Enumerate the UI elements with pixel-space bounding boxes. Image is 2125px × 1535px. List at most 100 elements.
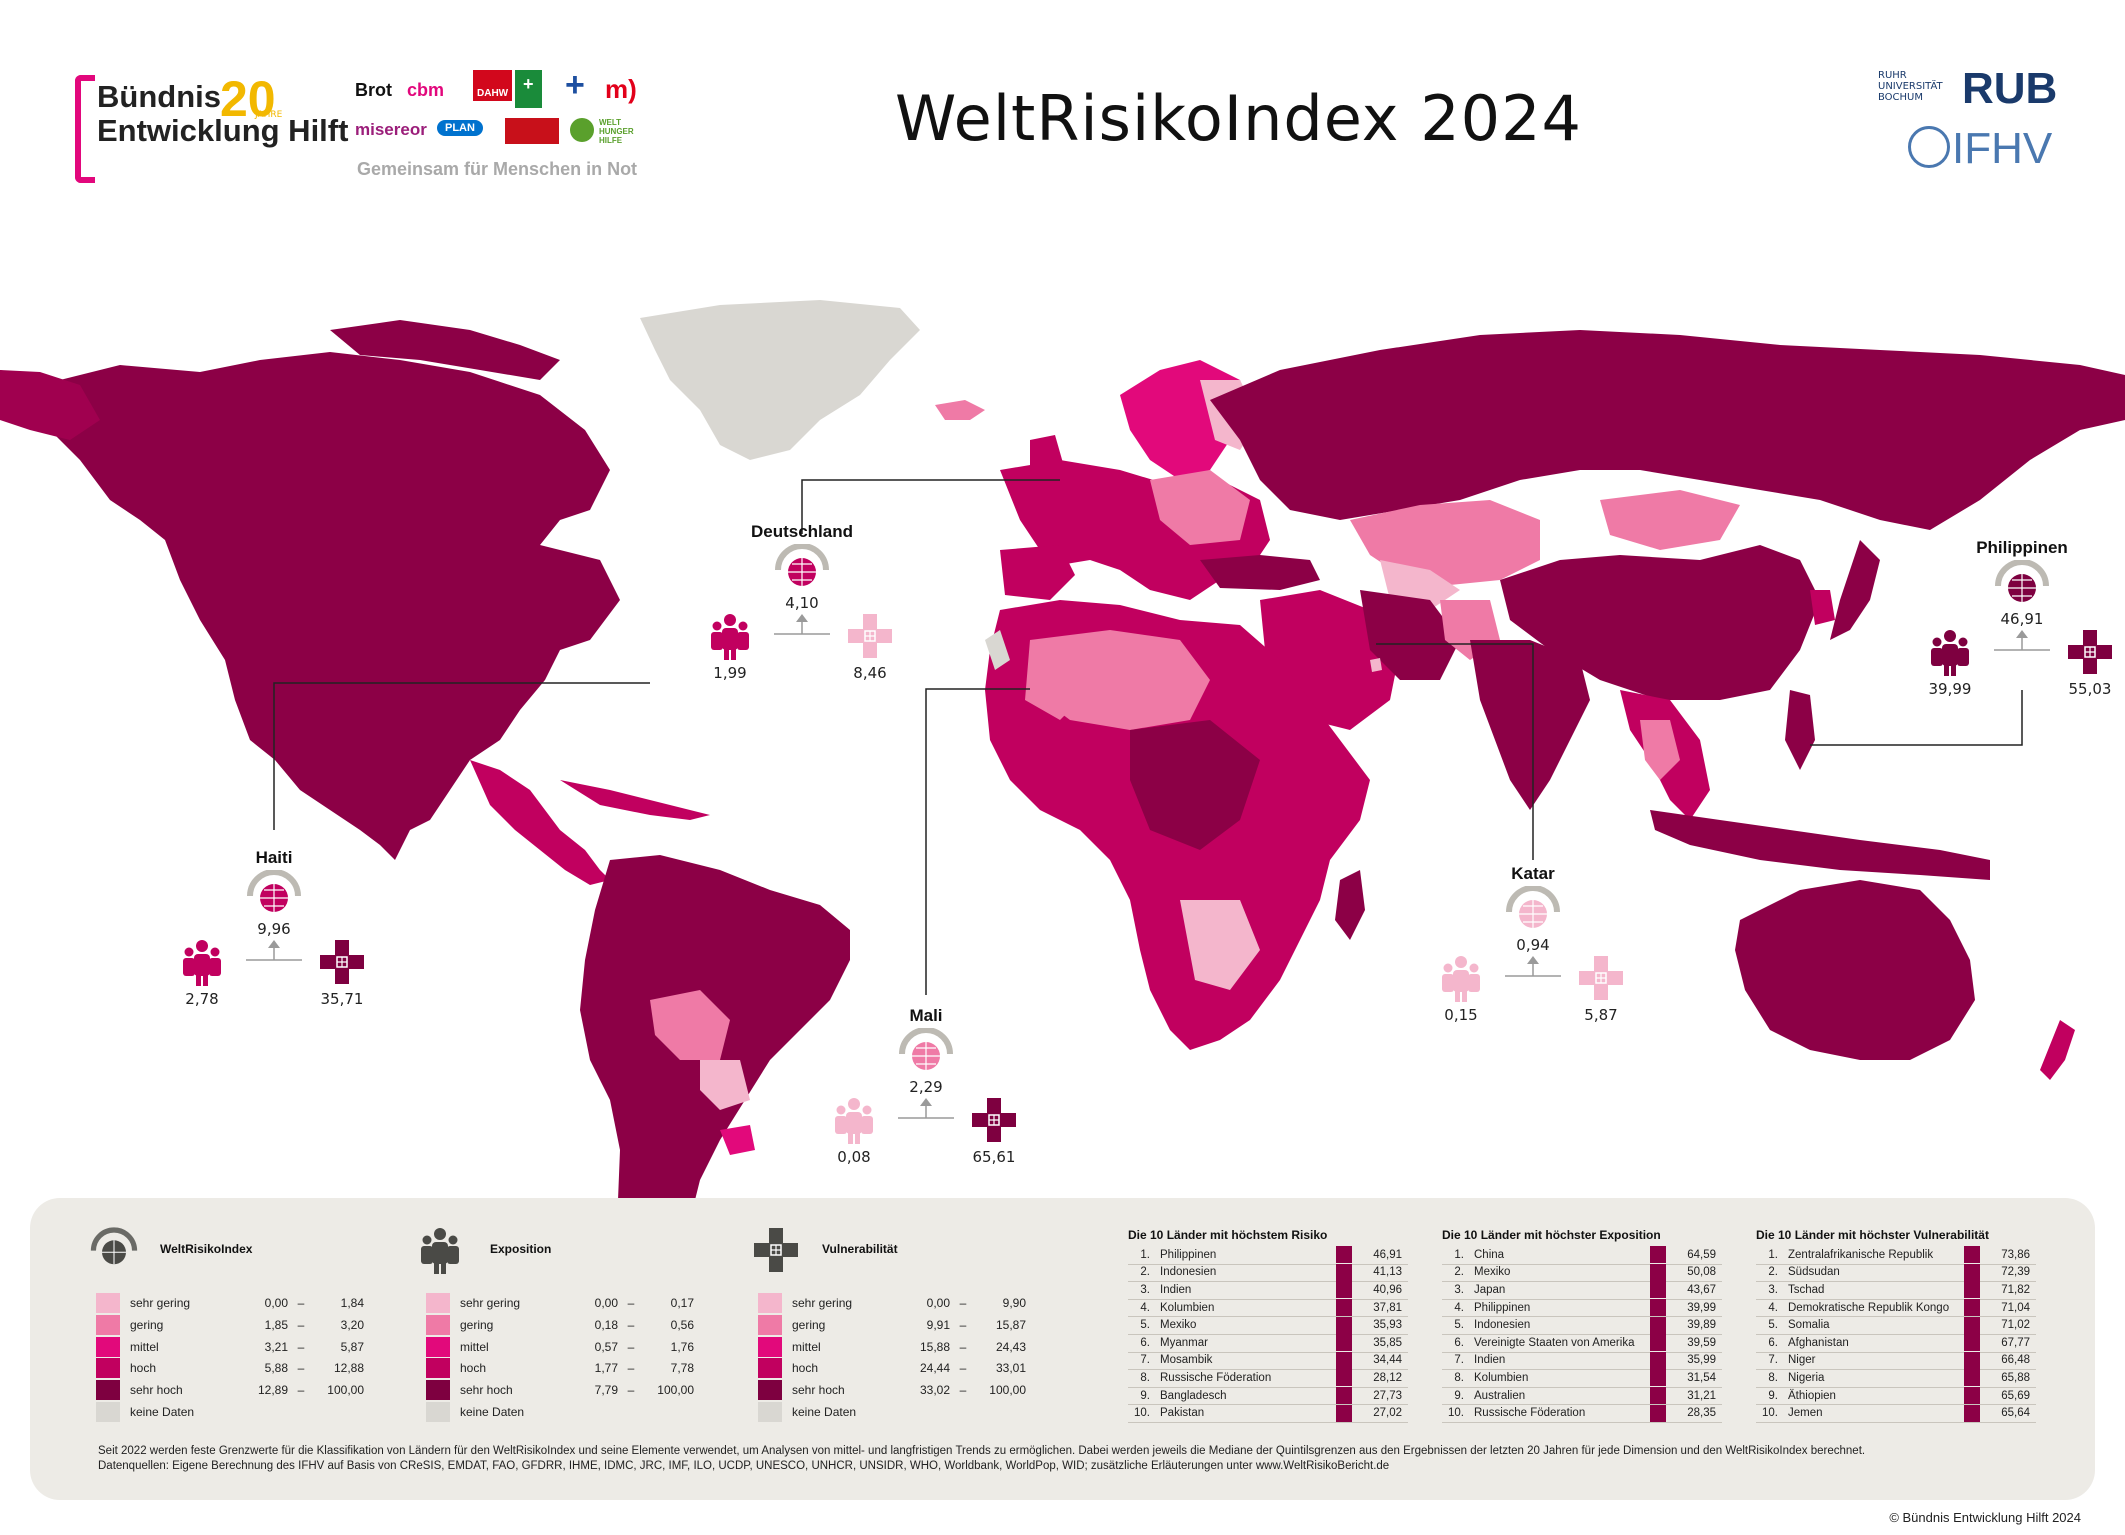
madagascar-region bbox=[1335, 870, 1365, 940]
top-list-2-country: Indien bbox=[1474, 1354, 1506, 1367]
philippines-region bbox=[1785, 690, 1815, 770]
top-list-2-bar bbox=[1650, 1246, 1666, 1264]
top-list-2-country: Mexiko bbox=[1474, 1266, 1511, 1279]
top-list-3-bar bbox=[1964, 1351, 1980, 1369]
top-list-2-bar bbox=[1650, 1404, 1666, 1422]
callout-mali-globe-icon bbox=[898, 1027, 954, 1078]
legend-weltrisikoindex-to: 3,20 bbox=[340, 1317, 364, 1332]
callout-mali-people-icon bbox=[834, 1096, 874, 1148]
top-list-2-country: Russische Föderation bbox=[1474, 1407, 1586, 1420]
callout-deutschland-exposition-value: 1,99 bbox=[713, 664, 747, 682]
kindernothilfe-logo: + bbox=[565, 66, 585, 104]
legend-vulnerabilitt-swatch bbox=[758, 1358, 782, 1379]
top-list-2-bar bbox=[1650, 1281, 1666, 1299]
top-list-2-country: China bbox=[1474, 1248, 1505, 1261]
legend-weltrisikoindex-label: mittel bbox=[130, 1339, 159, 1354]
top-list-1-country: Mexiko bbox=[1160, 1319, 1197, 1332]
legend-weltrisikoindex-swatch bbox=[96, 1314, 120, 1335]
top-list-3-bar bbox=[1964, 1246, 1980, 1264]
dahw-logo: DAHW bbox=[473, 70, 513, 101]
legend-vulnerabilitt-swatch bbox=[758, 1402, 782, 1422]
australia-region bbox=[1735, 880, 1975, 1060]
cbm-logo: cbm bbox=[407, 80, 445, 100]
top-list-3-bar bbox=[1964, 1369, 1980, 1387]
legend-vulnerabilitt-row: hoch 24,44– 33,01 bbox=[758, 1357, 1026, 1379]
copyright: © Bündnis Entwicklung Hilft 2024 bbox=[1889, 1510, 2081, 1525]
top-list-1-bar bbox=[1336, 1316, 1352, 1334]
top-list-3-country: Nigeria bbox=[1788, 1371, 1825, 1384]
legend-vulnerabilitt-to: 9,90 bbox=[1002, 1296, 1026, 1310]
top-list-2-bar bbox=[1650, 1299, 1666, 1317]
top-list-2-rank: 8. bbox=[1454, 1371, 1464, 1384]
buendnis-line2: Entwicklung Hilft bbox=[97, 113, 349, 148]
legend-vulnerabilitt-from: 24,44 bbox=[919, 1361, 950, 1376]
footnote-line2: Datenquellen: Eigene Berechnung des IFHV… bbox=[98, 1460, 1390, 1472]
top-list-2-country: Australien bbox=[1474, 1389, 1526, 1402]
top-list-3-value: 72,39 bbox=[2001, 1266, 2030, 1279]
top-list-1-value: 27,02 bbox=[1373, 1407, 1402, 1420]
top-list-2-row: 3. Japan 43,67 bbox=[1442, 1281, 1722, 1300]
top-list-1-rank: 7. bbox=[1140, 1354, 1150, 1367]
top-list-1-country: Myanmar bbox=[1160, 1336, 1208, 1349]
top-list-1-rank: 10. bbox=[1134, 1407, 1150, 1420]
top-list-3-value: 73,86 bbox=[2001, 1248, 2030, 1261]
legend-weltrisikoindex-to: 100,00 bbox=[327, 1383, 364, 1398]
top-list-3-row: 9. Äthiopien 65,69 bbox=[1756, 1387, 2036, 1406]
legend-exposition-to: 0,17 bbox=[670, 1296, 694, 1310]
legend-weltrisikoindex-from: 1,85 bbox=[264, 1317, 288, 1332]
rub-small-text: RUHR UNIVERSITÄT BOCHUM bbox=[1878, 70, 1943, 103]
legend-vulnerabilitt-to: 24,43 bbox=[995, 1339, 1026, 1354]
top-list-2-value: 64,59 bbox=[1687, 1248, 1716, 1261]
buendnis-line1: Bündnis bbox=[97, 79, 221, 114]
legend-weltrisikoindex-row: keine Daten bbox=[96, 1401, 240, 1423]
legend-vulnerabilitt-to: 15,87 bbox=[995, 1317, 1026, 1332]
legend-vulnerabilitt-row: sehr gering 0,00– 9,90 bbox=[758, 1292, 1026, 1314]
top-list-1-row: 10. Pakistan 27,02 bbox=[1128, 1404, 1408, 1423]
top-list-2-country: Philippinen bbox=[1474, 1301, 1531, 1314]
indonesia-region bbox=[1650, 810, 1990, 880]
top-list-1-row: 3. Indien 40,96 bbox=[1128, 1281, 1408, 1300]
rub-ifhv-logos: RUHR UNIVERSITÄT BOCHUM RUB IFHV bbox=[1872, 64, 2072, 184]
top-list-1-bar bbox=[1336, 1351, 1352, 1369]
legend-vulnerabilitt-swatch bbox=[758, 1314, 782, 1335]
callout-philippinen: Philippinen 46,91 39,99 55,03 bbox=[1929, 538, 2112, 718]
top-list-3-rank: 7. bbox=[1768, 1354, 1778, 1367]
top-list-3-country: Somalia bbox=[1788, 1319, 1830, 1332]
top-list-3-rank: 3. bbox=[1768, 1283, 1778, 1296]
brot-logo: Brot bbox=[355, 80, 392, 100]
medico-logo: m) bbox=[605, 74, 637, 104]
top-list-2-row: 6. Vereinigte Staaten von Amerika 39,59 bbox=[1442, 1334, 1722, 1353]
callout-haiti-tree-connector bbox=[224, 940, 324, 974]
legend-vulnerabilitt-swatch bbox=[758, 1336, 782, 1357]
legend-weltrisikoindex-dash: – bbox=[297, 1317, 305, 1332]
north-america-region bbox=[0, 352, 620, 860]
top-list-1-bar bbox=[1336, 1281, 1352, 1299]
legend-vulnerabilitt-label: mittel bbox=[792, 1339, 821, 1354]
russia-region bbox=[1210, 330, 2125, 530]
top-list-3-row: 2. Südsudan 72,39 bbox=[1756, 1263, 2036, 1283]
top-list-2-rank: 3. bbox=[1454, 1283, 1464, 1296]
callout-philippinen-name: Philippinen bbox=[1976, 538, 2068, 557]
legend-exposition-row: sehr gering 0,00– 0,17 bbox=[426, 1292, 694, 1314]
top-list-1-row: 4. Kolumbien 37,81 bbox=[1128, 1299, 1408, 1318]
legend-vulnerabilitt-row: gering 9,91– 15,87 bbox=[758, 1314, 1026, 1336]
japan-region bbox=[1830, 540, 1880, 640]
anniversary-sub: JAHRE bbox=[255, 110, 283, 120]
callout-deutschland-name: Deutschland bbox=[750, 522, 854, 541]
top-list-2-rank: 4. bbox=[1454, 1301, 1464, 1314]
callout-deutschland-tree-connector bbox=[752, 614, 852, 648]
legend-weltrisikoindex-row: sehr hoch 12,89– 100,00 bbox=[96, 1379, 364, 1401]
greenland-region bbox=[640, 300, 920, 460]
legend-exposition-row: hoch 1,77– 7,78 bbox=[426, 1357, 694, 1379]
top-list-1-bar bbox=[1336, 1246, 1352, 1264]
top-list-2-value: 31,54 bbox=[1687, 1371, 1716, 1384]
canada-islands-region bbox=[330, 320, 560, 380]
top-list-2-row: 4. Philippinen 39,99 bbox=[1442, 1299, 1722, 1318]
uruguay-region bbox=[720, 1125, 755, 1155]
top-list-2-value: 39,89 bbox=[1687, 1319, 1716, 1332]
top-list-3-rank: 9. bbox=[1768, 1389, 1778, 1402]
legend-vulnerabilitt-from: 33,02 bbox=[919, 1383, 950, 1398]
legend-exposition-dash: – bbox=[627, 1296, 635, 1310]
callout-mali-index-value: 2,29 bbox=[909, 1078, 943, 1096]
central-africa-region bbox=[1130, 720, 1260, 850]
